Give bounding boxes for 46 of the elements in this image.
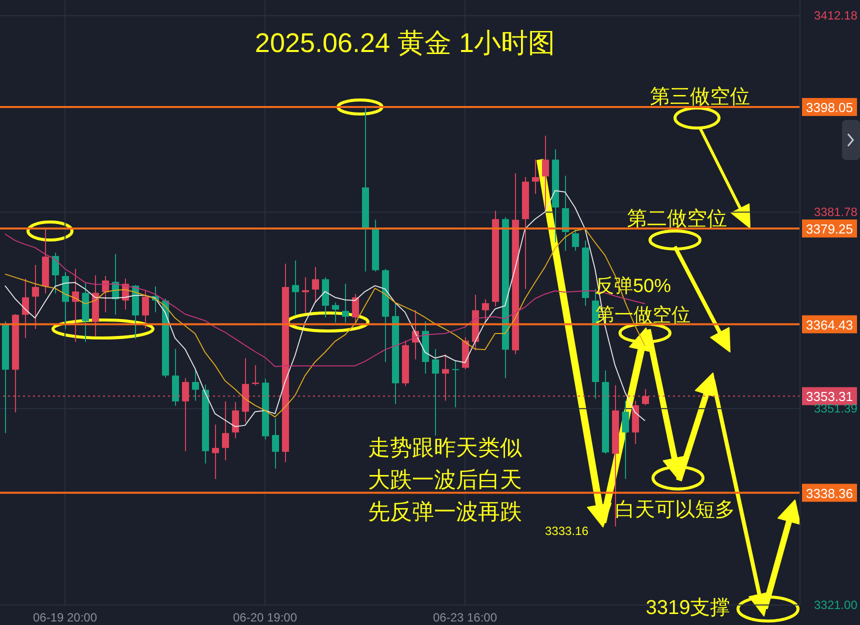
candlestick — [72, 268, 79, 342]
annotation: 第二做空位 — [627, 208, 727, 230]
candlestick — [142, 290, 149, 329]
candlestick — [272, 418, 279, 470]
x-tick-label: 06-23 16:00 — [432, 610, 498, 625]
candlestick — [342, 283, 349, 324]
ref-line-label: 3364.43 — [806, 317, 853, 332]
candlestick — [542, 135, 549, 212]
annotation: 3319支撑 — [646, 597, 730, 619]
candlestick — [532, 159, 539, 194]
candlestick — [292, 260, 299, 316]
annotation: 走势跟昨天类似 — [368, 435, 522, 460]
candlestick — [562, 175, 569, 252]
y-tick-label: 3412.18 — [814, 8, 858, 23]
candlestick — [452, 360, 459, 408]
candlestick — [212, 424, 219, 480]
candlestick — [22, 278, 29, 339]
candlestick — [232, 402, 239, 439]
y-tick-label: 3351.39 — [814, 402, 858, 416]
candlestick — [622, 400, 629, 480]
candlestick — [302, 276, 309, 314]
annotation: 白天可以短多 — [615, 499, 735, 521]
y-tick-label: 3381.78 — [814, 205, 858, 220]
ref-line-label: 3338.36 — [806, 486, 853, 501]
ref-line-label: 3353.31 — [806, 389, 853, 404]
candlestick — [432, 348, 439, 436]
candlestick — [52, 252, 59, 294]
candlestick — [352, 294, 359, 324]
annotation: 先反弹一波再跌 — [368, 499, 522, 524]
candlestick — [572, 228, 579, 252]
ref-line-label: 3379.25 — [806, 221, 853, 236]
x-tick-label: 06-19 20:00 — [32, 610, 98, 625]
candlestick — [482, 298, 489, 324]
annotation: 大跌一波后白天 — [368, 467, 522, 492]
text: 2025.06.24 黄金 1小时图 — [254, 28, 556, 58]
ref-line-label: 3398.05 — [806, 100, 853, 115]
annotation: 3333.16 — [545, 524, 589, 538]
candlestick — [252, 364, 259, 386]
candlestick — [332, 302, 339, 324]
y-tick-label: 3321.00 — [814, 598, 858, 612]
candlestick — [312, 266, 319, 303]
candlestick — [192, 368, 199, 402]
annotation: 第三做空位 — [650, 86, 750, 108]
x-tick-label: 06-20 19:00 — [232, 610, 298, 625]
candlestick — [32, 264, 39, 330]
candlestick — [222, 400, 229, 461]
